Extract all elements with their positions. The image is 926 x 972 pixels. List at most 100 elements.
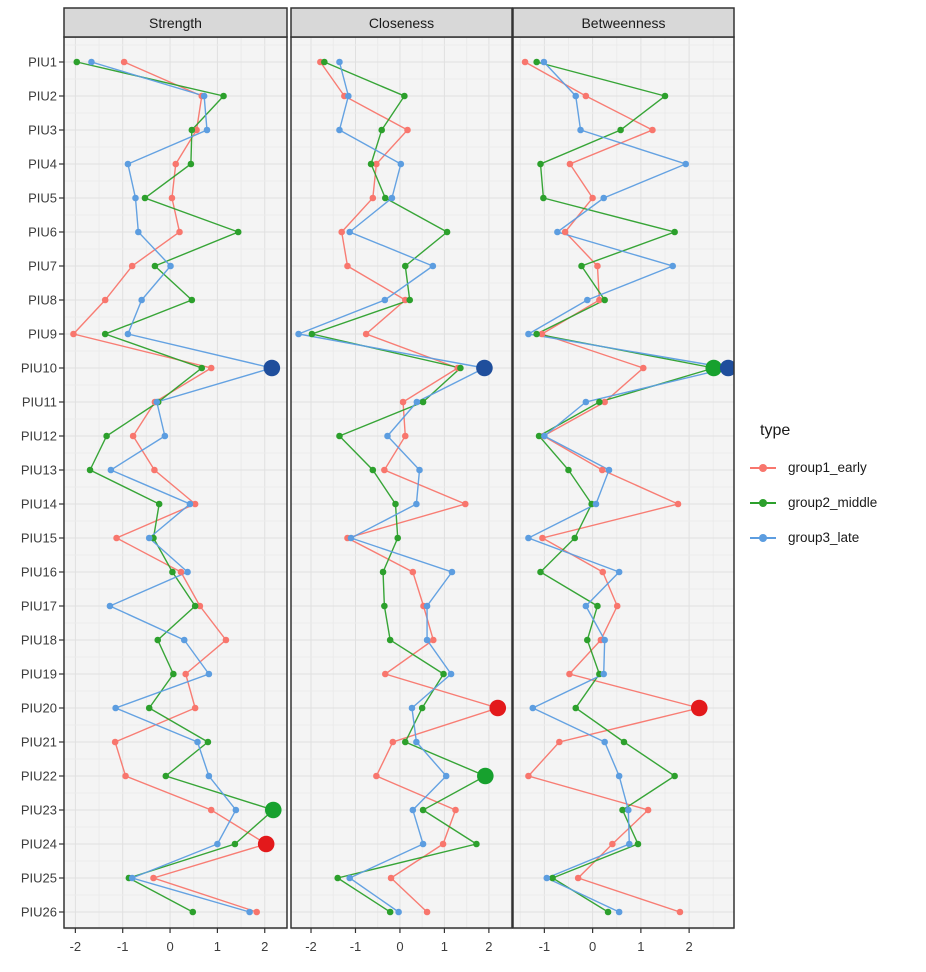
data-point-group1_early <box>609 840 616 848</box>
data-point-group2_middle <box>378 126 386 134</box>
data-point-group3_late <box>525 330 532 338</box>
highlight-point-group2_middle <box>264 801 282 819</box>
data-point-group1_early <box>70 330 77 338</box>
data-point-group2_middle <box>601 296 608 304</box>
data-point-group1_early <box>409 568 417 576</box>
data-point-group3_late <box>429 262 437 270</box>
data-point-group3_late <box>601 636 608 644</box>
data-point-group2_middle <box>533 58 540 66</box>
facet-strip <box>63 7 288 38</box>
highlight-point-group2_middle <box>477 767 494 785</box>
data-point-group3_late <box>145 534 153 542</box>
data-point-group2_middle <box>234 228 242 236</box>
data-point-group2_middle <box>584 636 591 644</box>
x-axis-label: 1 <box>637 939 644 954</box>
data-point-group1_early <box>582 92 590 100</box>
data-point-group3_late <box>615 568 623 576</box>
data-point-group3_late <box>442 772 450 780</box>
data-point-group1_early <box>556 738 563 746</box>
data-point-group3_late <box>180 636 188 644</box>
data-point-group3_late <box>682 160 690 168</box>
data-point-group2_middle <box>191 602 199 610</box>
data-point-group3_late <box>600 670 608 678</box>
data-point-group3_late <box>214 840 221 848</box>
data-point-group2_middle <box>535 432 543 440</box>
data-point-group3_late <box>203 126 211 134</box>
y-axis-label: PIU9 <box>28 327 57 342</box>
highlight-point-group3_late <box>476 359 493 377</box>
data-point-group3_late <box>124 330 132 338</box>
highlight-point-group1_early <box>489 699 507 717</box>
data-point-group1_early <box>539 534 546 542</box>
data-point-group3_late <box>419 840 427 848</box>
facet-closeness: Closeness -2 -1 0 1 2 <box>290 7 513 954</box>
x-axis-label: 1 <box>214 939 221 954</box>
data-point-group1_early <box>193 126 200 134</box>
legend-item-group2_middle: group2_middle <box>750 485 922 520</box>
series-line-group1_early <box>72 61 268 913</box>
data-point-group2_middle <box>381 194 389 202</box>
data-point-group2_middle <box>620 738 628 746</box>
data-point-group2_middle <box>537 160 544 168</box>
data-point-group2_middle <box>661 92 669 100</box>
panel-background <box>513 37 734 928</box>
data-point-group3_late <box>200 92 208 100</box>
data-point-group2_middle <box>154 636 162 644</box>
x-axis-label: 0 <box>166 939 173 954</box>
facet-strip <box>512 7 735 38</box>
data-point-group2_middle <box>443 228 451 236</box>
data-point-group3_late <box>416 466 423 474</box>
data-point-group1_early <box>423 908 431 916</box>
data-point-group1_early <box>172 160 180 168</box>
data-point-group1_early <box>373 160 380 168</box>
data-point-group1_early <box>191 704 199 712</box>
data-point-group2_middle <box>634 840 642 848</box>
data-point-group1_early <box>196 602 204 610</box>
data-point-group1_early <box>128 262 136 270</box>
data-point-group3_late <box>615 772 623 780</box>
data-point-group3_late <box>336 126 343 134</box>
data-point-group1_early <box>525 772 532 780</box>
data-point-group2_middle <box>367 160 375 168</box>
x-axis-label: -1 <box>117 939 129 954</box>
data-point-group2_middle <box>401 738 409 746</box>
data-point-group3_late <box>347 534 355 542</box>
highlight-point-group1_early <box>690 699 708 717</box>
data-point-group3_late <box>88 58 95 66</box>
data-point-group2_middle <box>155 500 163 508</box>
y-axis-label: PIU26 <box>21 905 57 920</box>
data-point-group3_late <box>409 806 417 814</box>
data-point-group3_late <box>388 194 396 202</box>
data-point-group2_middle <box>549 874 556 882</box>
x-axis-label: -2 <box>70 939 82 954</box>
data-point-group1_early <box>362 330 370 338</box>
legend-item-group3_late: group3_late <box>750 520 922 555</box>
data-point-group2_middle <box>473 840 480 848</box>
facet-strip-label: Betweenness <box>581 15 665 31</box>
panel-background <box>291 37 512 928</box>
y-axis-label: PIU4 <box>28 157 57 172</box>
data-point-group2_middle <box>381 602 388 610</box>
data-point-group1_early <box>373 772 380 780</box>
data-point-group1_early <box>150 874 157 882</box>
y-axis-label: PIU2 <box>28 89 57 104</box>
data-point-group1_early <box>676 908 684 916</box>
data-point-group1_early <box>399 398 407 406</box>
data-point-group1_early <box>122 772 129 780</box>
data-point-group1_early <box>439 840 447 848</box>
highlight-point-group3_late <box>719 359 734 377</box>
x-axis-label: 2 <box>485 939 492 954</box>
x-axis-label: 2 <box>261 939 268 954</box>
data-point-group3_late <box>186 500 194 508</box>
y-axis-label: PIU11 <box>22 395 57 410</box>
x-axis-label: 0 <box>589 939 596 954</box>
data-point-group3_late <box>413 500 420 508</box>
data-point-group2_middle <box>540 194 547 202</box>
data-point-group2_middle <box>533 330 540 338</box>
data-point-group3_late <box>592 500 600 508</box>
data-point-group3_late <box>295 330 302 338</box>
highlight-point-group1_early <box>257 835 275 853</box>
data-point-group1_early <box>429 636 437 644</box>
data-point-group3_late <box>106 602 114 610</box>
data-point-group1_early <box>599 568 607 576</box>
